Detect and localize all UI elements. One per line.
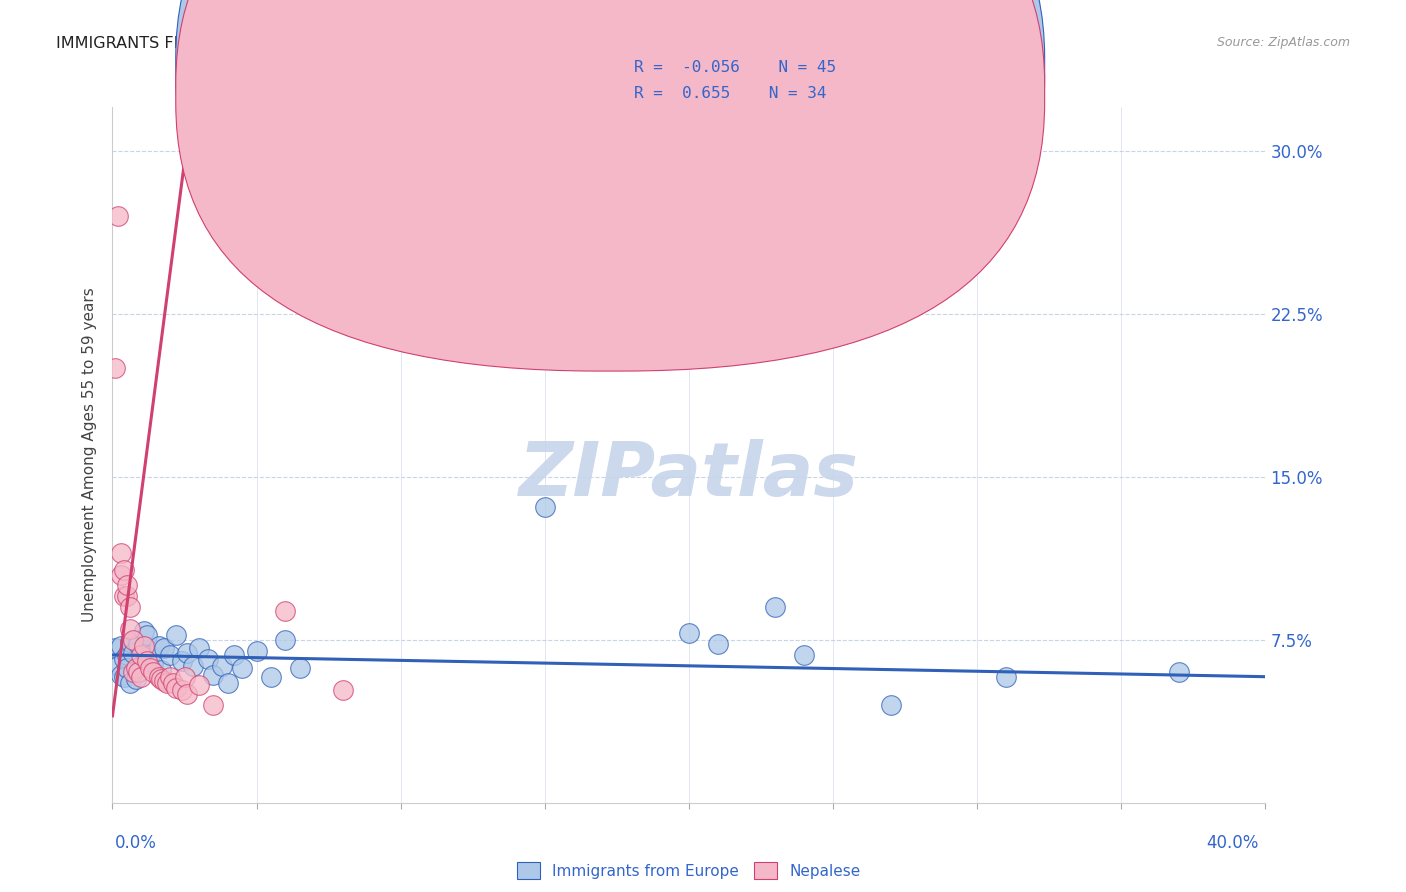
Point (104, 641, 127, 656)
Point (150, 672, 173, 686)
Point (127, 665, 149, 680)
Point (231, 661, 253, 675)
Point (124, 672, 146, 686)
Point (173, 670, 195, 684)
Text: 0.0%: 0.0% (115, 834, 157, 852)
Point (115, 661, 138, 675)
Point (197, 652, 219, 666)
Point (148, 670, 170, 684)
Point (115, 648, 138, 662)
Point (202, 667, 225, 681)
Point (104, 360, 127, 375)
Point (793, 648, 815, 662)
Point (110, 667, 132, 681)
Point (110, 567, 132, 582)
Point (142, 657, 165, 671)
Point (1167, 665, 1189, 680)
Point (211, 658, 233, 673)
Point (995, 670, 1018, 684)
Point (112, 670, 135, 684)
Point (162, 676, 184, 690)
Point (880, 698, 903, 712)
Point (129, 658, 153, 673)
Point (707, 637, 730, 651)
Point (260, 670, 283, 684)
Y-axis label: Unemployment Among Ages 55 to 59 years: Unemployment Among Ages 55 to 59 years (82, 287, 97, 623)
Point (148, 639, 170, 653)
Point (136, 655, 159, 669)
Point (159, 670, 181, 684)
Point (142, 665, 165, 680)
Point (121, 665, 143, 680)
Text: R =  -0.056    N = 45: R = -0.056 N = 45 (634, 60, 837, 75)
Point (118, 635, 141, 649)
Point (110, 546, 132, 560)
Point (202, 698, 225, 712)
Point (136, 628, 159, 642)
Point (678, 626, 700, 640)
Point (181, 658, 204, 673)
Point (274, 632, 297, 647)
Point (112, 652, 135, 666)
Point (165, 681, 187, 695)
Point (118, 600, 141, 615)
Text: 40.0%: 40.0% (1206, 834, 1258, 852)
Point (115, 578, 138, 592)
Point (139, 648, 162, 662)
Point (153, 674, 176, 689)
Point (134, 639, 156, 653)
Point (153, 641, 176, 656)
Point (188, 641, 211, 656)
Point (188, 678, 211, 692)
Point (134, 624, 156, 638)
Point (534, 500, 557, 514)
Point (156, 676, 179, 690)
Point (110, 639, 132, 653)
Text: ZIPatlas: ZIPatlas (519, 439, 859, 512)
Point (127, 637, 149, 651)
Point (129, 670, 153, 684)
Point (107, 658, 129, 673)
Point (129, 648, 153, 662)
Point (115, 589, 138, 603)
Point (121, 632, 143, 647)
Point (112, 563, 135, 577)
Point (176, 646, 198, 660)
Point (170, 655, 193, 669)
Point (176, 687, 198, 701)
Point (121, 646, 143, 660)
Legend: Immigrants from Europe, Nepalese: Immigrants from Europe, Nepalese (510, 855, 868, 886)
Point (165, 628, 187, 642)
Text: R =  0.655    N = 34: R = 0.655 N = 34 (634, 86, 827, 101)
Text: Source: ZipAtlas.com: Source: ZipAtlas.com (1216, 36, 1350, 49)
Point (124, 661, 146, 675)
Point (112, 589, 135, 603)
Point (159, 648, 181, 662)
Point (139, 661, 162, 675)
Text: IMMIGRANTS FROM EUROPE VS NEPALESE UNEMPLOYMENT AMONG AGES 55 TO 59 YEARS CORREL: IMMIGRANTS FROM EUROPE VS NEPALESE UNEMP… (56, 36, 962, 51)
Point (288, 661, 311, 675)
Point (150, 663, 173, 677)
Point (222, 648, 245, 662)
Point (217, 676, 239, 690)
Point (332, 682, 354, 697)
Point (274, 605, 297, 619)
Point (170, 682, 193, 697)
Point (246, 643, 269, 657)
Point (765, 600, 787, 615)
Point (118, 622, 141, 636)
Point (107, 209, 129, 223)
Point (118, 676, 141, 690)
